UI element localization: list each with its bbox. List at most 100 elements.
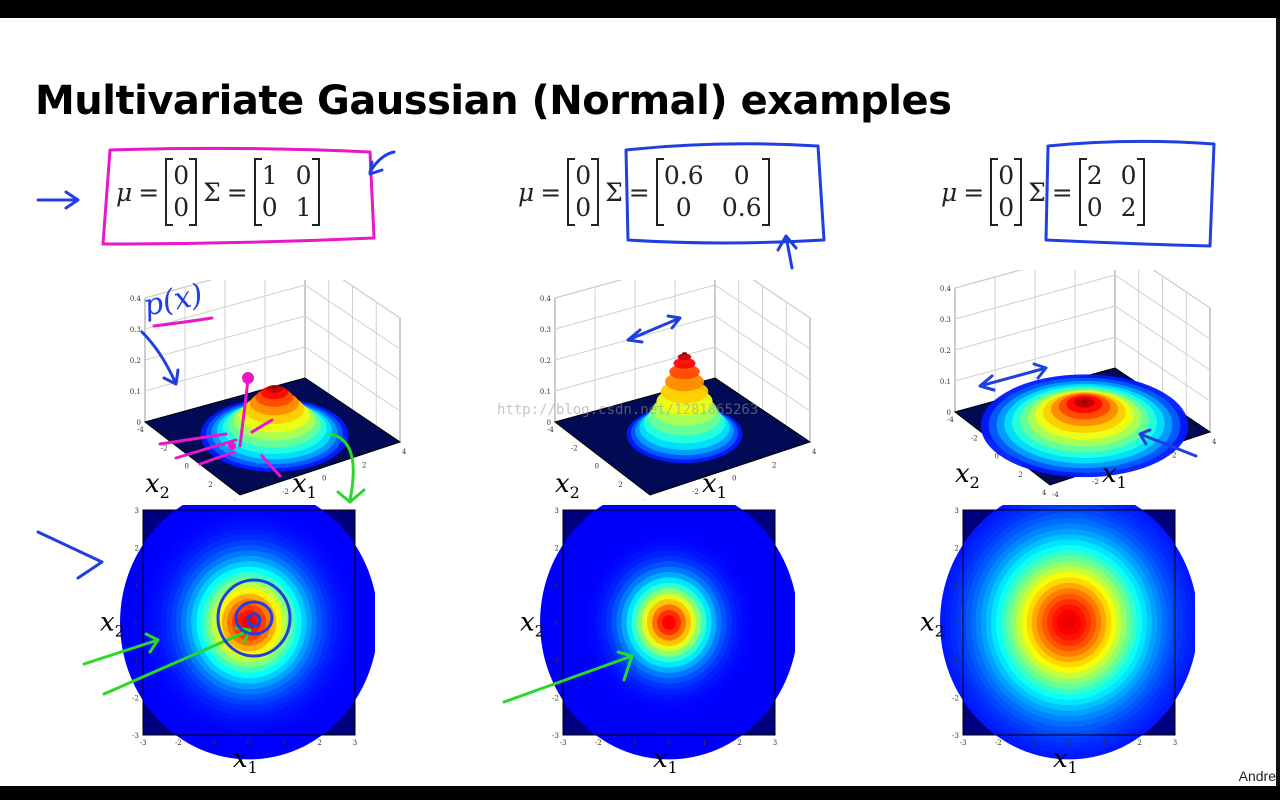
sigma-symbol: Σ [1028,177,1046,207]
x1-tick-label: 3 [773,739,777,747]
x2-tick-label: -4 [137,426,144,434]
x1-axis-label: x1 [702,469,727,500]
grid-line [554,284,716,330]
x2-tick-label: 1 [135,582,139,590]
x2-tick-label: -4 [947,416,954,424]
z-tick-label: 0.1 [540,388,551,396]
mean-vector: 0 0 [990,158,1023,226]
x1-tick-label: 3 [353,739,357,747]
cov-entry: 0 [733,161,750,190]
x1-tick-label: 2 [772,461,776,469]
grid-line [714,284,811,350]
grid-line [1114,305,1211,371]
x1-axis-label: x1 [292,469,317,500]
surface-band [272,385,277,389]
z-tick-label: 0.4 [940,285,952,293]
cov-entry: 0 [295,161,312,190]
x1-tick-label: -2 [282,488,289,496]
heatmap-frame [562,509,776,736]
z-tick-label: 0 [547,419,551,427]
surface-band [1082,400,1087,403]
cov-entry: 0 [1120,161,1137,190]
mean-entry: 0 [575,161,592,190]
x2-tick-label: 4 [642,499,647,500]
x1-tick-label: 2 [1172,451,1176,459]
x2-tick-label: 2 [555,545,559,553]
x2-tick-label: -1 [952,657,959,665]
z-tick-label: 0.1 [940,378,951,386]
z-tick-label: 0.4 [130,295,142,303]
x2-tick-label: -4 [547,426,554,434]
x2-tick-label: -1 [552,657,559,665]
x1-tick-label: -2 [595,739,602,747]
x1-tick-label: 1 [1102,739,1106,747]
x2-tick-label: -3 [952,732,959,740]
sigma-symbol: Σ [203,177,221,207]
x1-tick-label: -2 [1092,478,1099,486]
z-tick-label: 0.2 [130,357,141,365]
blue-arrow-icon [368,150,396,176]
grid-line [304,346,401,412]
x2-tick-label: 2 [1018,471,1022,479]
x1-tick-label: 4 [812,448,817,456]
z-tick-label: 0.4 [540,295,552,303]
x2-tick-label: 3 [135,507,139,515]
density-band [1067,620,1071,625]
x1-tick-label: 4 [1212,438,1217,446]
x2-tick-label: 0 [185,463,189,471]
x1-tick-label: 0 [322,475,326,483]
mean-vector: 0 0 [165,158,198,226]
grid-line [714,346,811,412]
x1-tick-label: 0 [1067,739,1071,747]
equals-sign: = [1051,177,1073,207]
x1-tick-label: -2 [995,739,1002,747]
equals-sign: = [540,177,562,207]
cov-entry: 0 [675,193,692,222]
surface-band [682,352,687,355]
x1-tick-label: 0 [1132,465,1136,473]
z-tick-label: 0.3 [940,316,951,324]
x1-tick-label: -4 [1052,491,1059,499]
x2-tick-label: 0 [555,620,559,628]
surface-band [673,357,696,369]
heatmap-frame [962,509,1176,736]
x2-tick-label: -2 [132,695,139,703]
x1-tick-label: -3 [960,739,967,747]
grid-line [554,280,623,299]
x2-tick-label: 3 [955,507,959,515]
grid-line [954,305,1116,351]
x2-tick-label: -1 [132,657,139,665]
cov-entry: 0 [1086,193,1103,222]
x2-axis-label: x2 [955,459,980,492]
grid-line [714,315,811,381]
x2-tick-label: 4 [232,499,237,500]
bottom-letterbox-bar [0,786,1280,800]
slide-title: Multivariate Gaussian (Normal) examples [35,78,952,124]
x1-tick-label: -1 [1030,739,1037,747]
cov-entry: 0.6 [663,161,704,190]
z-tick-label: 0 [137,419,141,427]
mu-symbol: μ [941,177,958,207]
z-tick-label: 0.3 [130,326,141,334]
cov-entry: 2 [1120,193,1137,222]
x2-tick-label: -3 [132,732,139,740]
watermark: http://blog.csdn.net/1281865263 [497,402,759,418]
x1-tick-label: 3 [1173,739,1177,747]
surface-band [266,384,283,393]
cov-entry: 1 [261,161,278,190]
x1-tick-label: 2 [1137,739,1141,747]
x1-tick-label: 0 [667,739,671,747]
x1-tick-label: -2 [692,488,699,496]
author-credit: Andre [1238,768,1276,784]
grid-line [304,315,401,381]
x1-tick-label: 1 [282,739,286,747]
mean-entry: 0 [173,161,190,190]
x2-tick-label: 2 [208,481,212,489]
z-tick-label: 0 [947,409,951,417]
x2-tick-label: 0 [595,463,599,471]
mean-entry: 0 [575,193,592,222]
